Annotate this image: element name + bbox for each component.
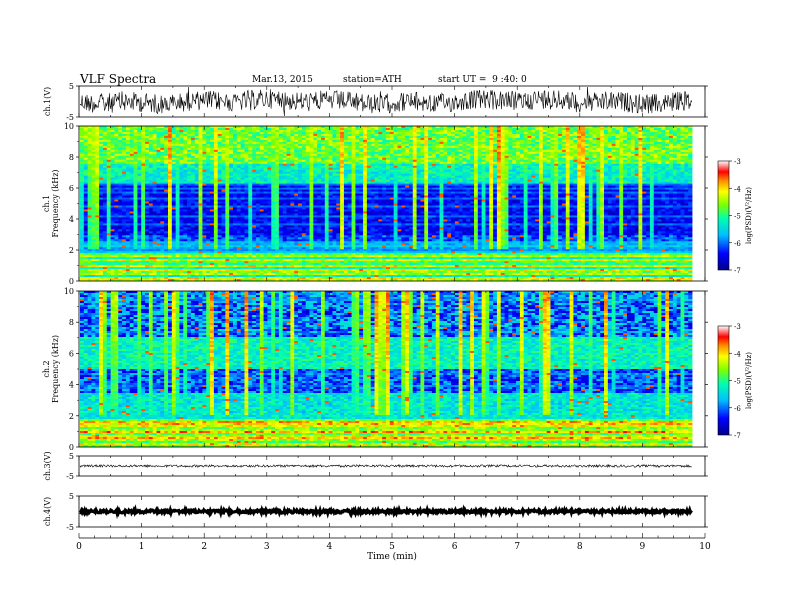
y-tick-label: 4 — [69, 381, 74, 390]
spectrogram-cells-1 — [80, 126, 693, 282]
x-tick-label: 5 — [389, 542, 395, 552]
y-tick-label: 6 — [69, 184, 74, 193]
x-tick-label: 9 — [640, 542, 646, 552]
colorbar-tick-label: -6 — [734, 240, 741, 248]
colorbar-2 — [717, 325, 730, 436]
x-tick-label: 6 — [452, 542, 458, 552]
y-tick-label: -5 — [66, 113, 74, 122]
x-tick-label: 2 — [201, 542, 207, 552]
waveform-4 — [79, 463, 692, 469]
x-tick-label: 4 — [327, 542, 333, 552]
y-axis-label-frequency: Frequency (kHz) — [51, 169, 60, 237]
y-tick-label: -5 — [66, 523, 74, 532]
y-tick-label: 10 — [64, 122, 74, 131]
y-axis-label-channel: ch.2 — [42, 360, 51, 377]
y-tick-label: 6 — [69, 349, 74, 358]
y-tick-label: 0 — [69, 277, 74, 286]
x-tick-label: 10 — [699, 542, 711, 552]
date-label: Mar.13, 2015 — [252, 75, 313, 85]
colorbar-label: log(PSD)(V²/Hz) — [745, 187, 753, 244]
y-tick-label: 2 — [69, 246, 74, 255]
colorbar-tick-label: -4 — [734, 185, 741, 193]
colorbar-tick-label: -3 — [734, 158, 741, 166]
waveform-5 — [79, 504, 693, 520]
y-tick-label: 2 — [69, 412, 74, 421]
y-axis-label: ch.1(V) — [43, 87, 52, 116]
y-tick-label: 8 — [69, 318, 74, 327]
waveform-1 — [79, 86, 693, 117]
y-tick-label: 10 — [64, 287, 74, 296]
y-tick-label: 5 — [69, 492, 74, 501]
y-axis-label: ch.3(V) — [43, 451, 52, 480]
x-axis-label: Time (min) — [367, 551, 417, 562]
colorbar-tick-label: -6 — [734, 405, 741, 413]
station-label: station=ATH — [343, 75, 402, 85]
y-axis-label-channel: ch.1 — [42, 195, 51, 212]
colorbar-tick-label: -5 — [734, 213, 741, 221]
colorbar-tick-label: -7 — [734, 267, 741, 275]
y-tick-label: 5 — [69, 82, 74, 91]
colorbar-label: log(PSD)(V²/Hz) — [745, 352, 753, 409]
y-tick-label: 4 — [69, 215, 74, 224]
colorbar-1 — [717, 160, 730, 271]
y-axis-label-frequency: Frequency (kHz) — [51, 335, 60, 403]
chart-title: VLF Spectra — [80, 72, 156, 86]
x-tick-label: 7 — [514, 542, 520, 552]
x-tick-label: 1 — [139, 542, 145, 552]
y-tick-label: 5 — [69, 452, 74, 461]
colorbar-tick-label: -7 — [734, 432, 741, 440]
y-tick-label: 0 — [69, 443, 74, 452]
y-tick-label: -5 — [66, 472, 74, 481]
spectrogram-cells-2 — [80, 291, 693, 448]
y-axis-label: ch.4(V) — [43, 497, 52, 526]
x-tick-label: 8 — [577, 542, 583, 552]
colorbar-tick-label: -4 — [734, 350, 741, 358]
y-tick-label: 8 — [69, 153, 74, 162]
start-time-label: start UT = 9 :40: 0 — [438, 75, 527, 85]
x-tick-label: 0 — [76, 542, 82, 552]
colorbar-tick-label: -5 — [734, 378, 741, 386]
colorbar-tick-label: -3 — [734, 323, 741, 331]
x-tick-label: 3 — [264, 542, 270, 552]
